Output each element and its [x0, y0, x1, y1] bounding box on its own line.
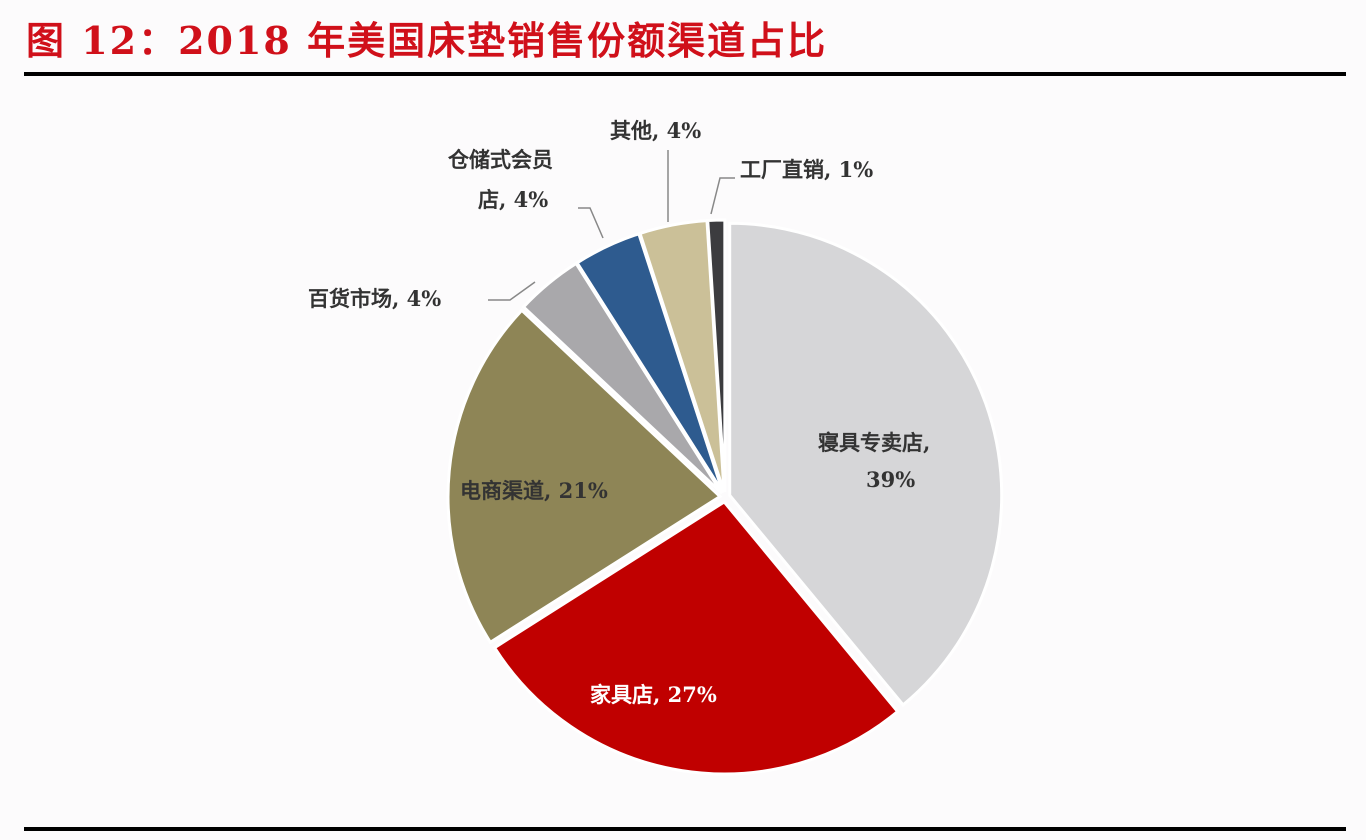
top-divider — [24, 72, 1346, 76]
label-factory-direct: 工厂直销, 1% — [740, 157, 874, 182]
pie-slice-1 — [492, 499, 900, 776]
label-ecommerce: 电商渠道, 21% — [460, 478, 608, 503]
label-other: 其他, 4% — [610, 118, 702, 143]
label-department-store: 百货市场, 4% — [308, 286, 442, 311]
chart-title: 图 12：2018 年美国床垫销售份额渠道占比 — [26, 18, 828, 63]
pie-slices — [446, 218, 1004, 776]
label-furniture-store: 家具店, 27% — [590, 682, 717, 707]
label-warehouse-club-line1: 仓储式会员 — [448, 147, 553, 172]
label-warehouse-club-line2: 店, 4% — [478, 187, 549, 212]
leader-lines — [488, 150, 735, 301]
label-bedding-store-name: 寝具专卖店, — [818, 430, 931, 455]
label-bedding-store-value: 39% — [866, 467, 916, 492]
pie-slice-6 — [706, 218, 727, 493]
bottom-divider — [24, 827, 1346, 831]
pie-slice-0 — [728, 221, 1004, 707]
pie-slice-2 — [446, 308, 723, 645]
